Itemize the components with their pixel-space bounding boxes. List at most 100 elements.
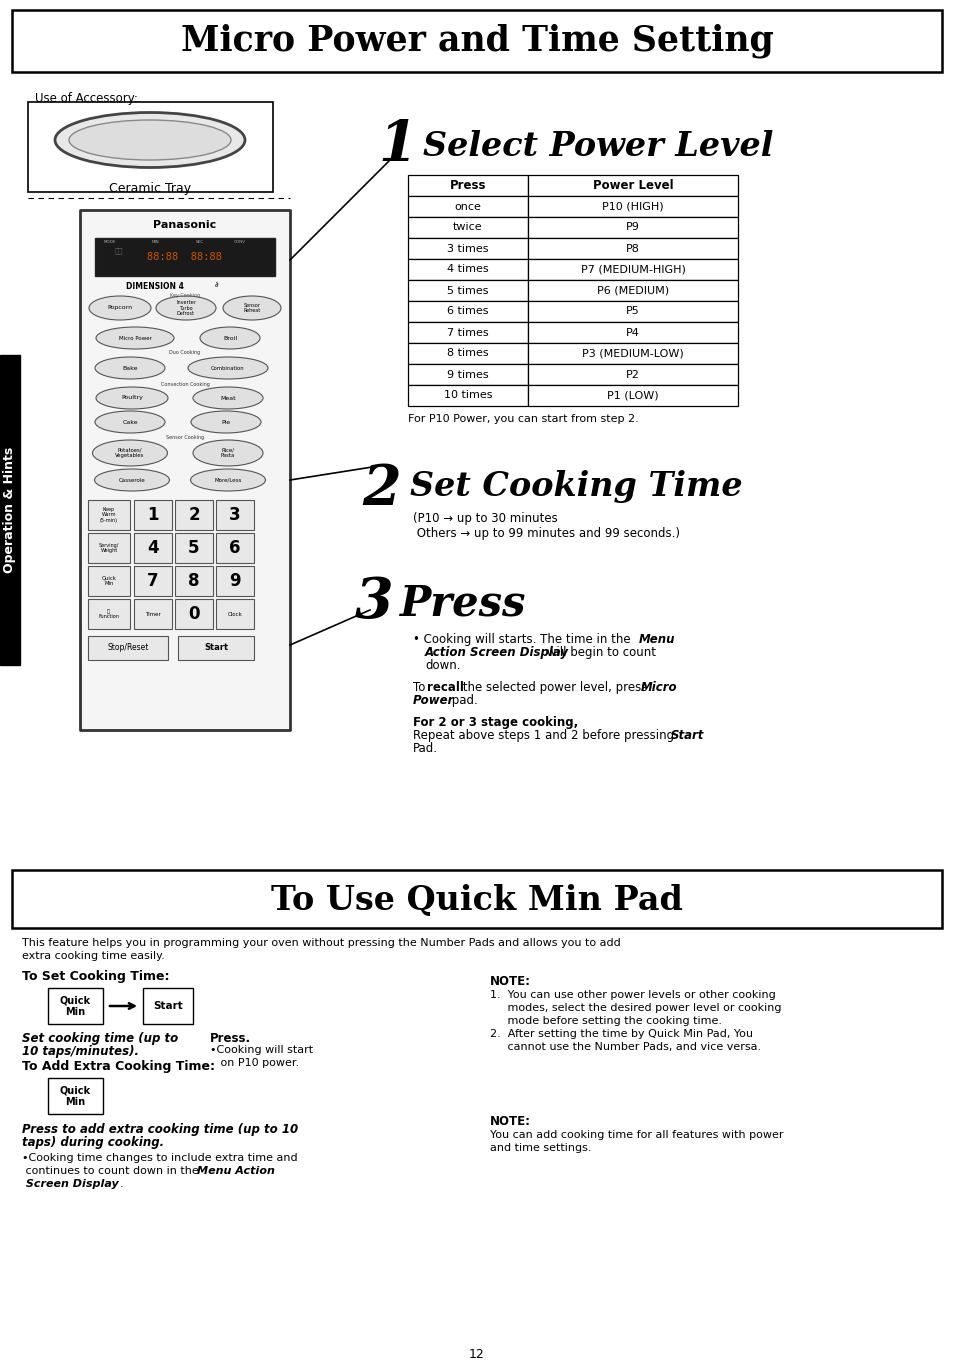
Text: extra cooking time easily.: extra cooking time easily.	[22, 951, 165, 961]
Text: Key Cooking: Key Cooking	[170, 293, 200, 298]
Text: P10 (HIGH): P10 (HIGH)	[601, 202, 663, 211]
Text: 1: 1	[147, 506, 158, 523]
Ellipse shape	[95, 412, 165, 433]
Text: To Add Extra Cooking Time:: To Add Extra Cooking Time:	[22, 1060, 214, 1073]
Text: 8 times: 8 times	[447, 349, 488, 358]
Bar	[133, 500, 172, 530]
Text: SEC: SEC	[195, 240, 204, 244]
Ellipse shape	[156, 296, 215, 320]
Text: This feature helps you in programming your oven without pressing the Number Pads: This feature helps you in programming yo…	[22, 938, 620, 949]
Text: 表示: 表示	[115, 247, 123, 254]
Text: Convection Cooking: Convection Cooking	[160, 382, 210, 387]
Text: DIMENSION 4: DIMENSION 4	[126, 282, 184, 290]
Text: Pad.: Pad.	[413, 741, 437, 755]
Text: modes, select the desired power level or cooking: modes, select the desired power level or…	[490, 1003, 781, 1013]
Text: Bake: Bake	[122, 365, 137, 371]
Text: 6: 6	[229, 538, 240, 557]
Bar	[527, 343, 738, 364]
Text: For 2 or 3 stage cooking,: For 2 or 3 stage cooking,	[413, 716, 578, 729]
Text: CONV: CONV	[233, 240, 246, 244]
Bar	[88, 598, 130, 628]
Bar	[527, 301, 738, 322]
Text: Potatoes/
Vegetables: Potatoes/ Vegetables	[115, 447, 145, 458]
Text: 6 times: 6 times	[447, 307, 488, 316]
Text: twice: twice	[453, 222, 482, 233]
Bar	[12, 870, 941, 928]
Text: Press to add extra cooking time (up to 10: Press to add extra cooking time (up to 1…	[22, 1123, 297, 1135]
Bar	[408, 322, 527, 343]
Text: 4 times: 4 times	[447, 264, 488, 274]
Text: 2: 2	[188, 506, 199, 523]
Text: 7 times: 7 times	[447, 327, 488, 338]
Bar	[527, 239, 738, 259]
Bar	[215, 598, 253, 628]
Text: continues to count down in the: continues to count down in the	[22, 1165, 202, 1176]
Ellipse shape	[92, 440, 168, 466]
Bar	[527, 279, 738, 301]
Bar	[527, 217, 738, 239]
Text: 2: 2	[361, 462, 400, 517]
Text: ⓘ 
Function: ⓘ Function	[98, 609, 119, 619]
Text: 3 times: 3 times	[447, 244, 488, 254]
Text: Duo Cooking: Duo Cooking	[170, 350, 200, 354]
Text: Repeat above steps 1 and 2 before pressing: Repeat above steps 1 and 2 before pressi…	[413, 729, 678, 741]
Text: Quick
Min: Quick Min	[101, 575, 116, 586]
Text: mode before setting the cooking time.: mode before setting the cooking time.	[490, 1015, 721, 1026]
Text: 9 times: 9 times	[447, 369, 488, 379]
Text: 8: 8	[188, 572, 199, 590]
Text: Quick
Min: Quick Min	[59, 995, 91, 1017]
Text: 5 times: 5 times	[447, 285, 488, 296]
Text: Use of Accessory:: Use of Accessory:	[35, 91, 138, 105]
Text: Broil: Broil	[223, 335, 236, 341]
Text: 5: 5	[188, 538, 199, 557]
Bar	[408, 196, 527, 217]
Ellipse shape	[200, 327, 260, 349]
Text: 10 times: 10 times	[443, 391, 492, 401]
Text: Select Power Level: Select Power Level	[422, 129, 773, 164]
Text: 10 taps/minutes).: 10 taps/minutes).	[22, 1045, 139, 1058]
Bar	[88, 533, 130, 563]
Ellipse shape	[193, 387, 263, 409]
Text: Menu: Menu	[639, 632, 675, 646]
Text: For P10 Power, you can start from step 2.: For P10 Power, you can start from step 2…	[408, 414, 639, 424]
Bar	[527, 322, 738, 343]
Text: Screen Display: Screen Display	[22, 1179, 118, 1189]
Text: 4: 4	[147, 538, 158, 557]
Text: • Cooking will starts. The time in the: • Cooking will starts. The time in the	[413, 632, 634, 646]
Text: Start: Start	[670, 729, 703, 741]
Text: and time settings.: and time settings.	[490, 1144, 591, 1153]
Ellipse shape	[94, 469, 170, 491]
Bar	[174, 500, 213, 530]
Text: cannot use the Number Pads, and vice versa.: cannot use the Number Pads, and vice ver…	[490, 1041, 760, 1052]
Text: Press.: Press.	[210, 1032, 251, 1045]
Text: 1: 1	[377, 119, 416, 173]
Text: 3: 3	[229, 506, 240, 523]
Bar	[215, 566, 253, 596]
Text: Micro Power and Time Setting: Micro Power and Time Setting	[180, 23, 773, 59]
Bar	[174, 566, 213, 596]
Text: Action Screen Display: Action Screen Display	[424, 646, 568, 658]
Bar	[174, 598, 213, 628]
Bar	[408, 239, 527, 259]
Text: Micro Power: Micro Power	[118, 335, 152, 341]
Text: Combination: Combination	[211, 365, 245, 371]
Text: 9: 9	[229, 572, 240, 590]
Text: Menu Action: Menu Action	[196, 1165, 274, 1176]
Text: Sensor Cooking: Sensor Cooking	[166, 435, 204, 440]
Text: Timer: Timer	[145, 612, 161, 616]
Bar	[408, 217, 527, 239]
Text: Press: Press	[449, 179, 486, 192]
Text: More/Less: More/Less	[214, 477, 241, 483]
Ellipse shape	[96, 387, 168, 409]
Ellipse shape	[191, 412, 261, 433]
Text: ∂: ∂	[214, 282, 218, 288]
Bar	[408, 384, 527, 406]
Text: Press: Press	[399, 583, 526, 626]
Bar	[88, 566, 130, 596]
Text: will begin to count: will begin to count	[542, 646, 656, 658]
Bar	[143, 988, 193, 1024]
Ellipse shape	[188, 357, 268, 379]
Bar	[178, 637, 253, 660]
Text: NOTE:: NOTE:	[490, 975, 531, 988]
Text: (P10 → up to 30 minutes: (P10 → up to 30 minutes	[413, 512, 558, 525]
